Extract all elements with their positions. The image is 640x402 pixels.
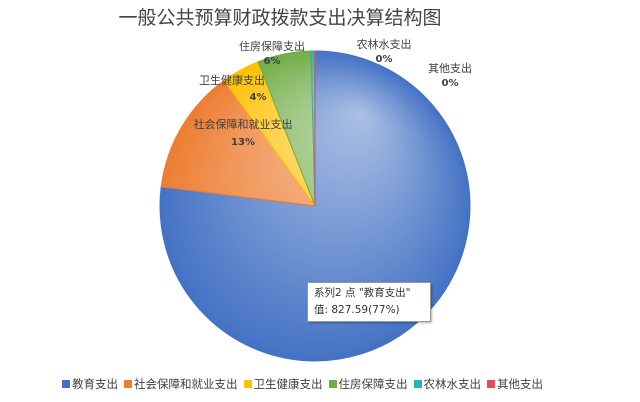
- legend-item[interactable]: 教育支出: [62, 376, 118, 392]
- data-label-percent: 0%: [376, 54, 393, 65]
- legend-label: 住房保障支出: [338, 377, 408, 391]
- tooltip: 系列2 点 "教育支出" 值: 827.59(77%): [307, 282, 431, 322]
- legend: 教育支出 社会保障和就业支出 卫生健康支出 住房保障支出 农林水支出 其他支出: [62, 376, 543, 392]
- tooltip-value: 值: 827.59(77%): [314, 304, 400, 316]
- data-label-category: 社会保障和就业支出: [194, 117, 293, 131]
- legend-swatch: [328, 380, 337, 388]
- legend-swatch: [487, 380, 495, 388]
- data-label-percent: 4%: [250, 92, 267, 103]
- data-label-category: 其他支出: [428, 61, 472, 75]
- chart-title: 一般公共预算财政拨款支出决算结构图: [118, 7, 442, 29]
- legend-item[interactable]: 卫生健康支出: [243, 376, 323, 392]
- legend-item[interactable]: 社会保障和就业支出: [124, 376, 238, 392]
- legend-item[interactable]: 住房保障支出: [328, 376, 408, 392]
- legend-label: 教育支出: [72, 377, 118, 391]
- legend-item[interactable]: 其他支出: [487, 376, 543, 392]
- legend-swatch: [243, 380, 252, 388]
- data-label-category: 卫生健康支出: [199, 73, 265, 87]
- legend-label: 其他支出: [497, 377, 543, 391]
- data-label-percent: 6%: [264, 56, 281, 67]
- legend-item[interactable]: 农林水支出: [413, 376, 482, 392]
- tooltip-series: 系列2 点 "教育支出": [314, 287, 411, 299]
- legend-swatch: [62, 380, 70, 388]
- legend-swatch: [124, 380, 132, 388]
- legend-label: 农林水支出: [423, 377, 482, 391]
- data-label-category: 农林水支出: [357, 37, 412, 51]
- data-label-percent: 13%: [231, 137, 255, 148]
- data-label-category: 住房保障支出: [239, 39, 305, 53]
- legend-swatch: [413, 380, 422, 388]
- legend-label: 社会保障和就业支出: [134, 377, 238, 391]
- pie-slice-1[interactable]: [160, 79, 317, 207]
- legend-label: 卫生健康支出: [253, 377, 323, 391]
- data-label-percent: 0%: [442, 78, 459, 89]
